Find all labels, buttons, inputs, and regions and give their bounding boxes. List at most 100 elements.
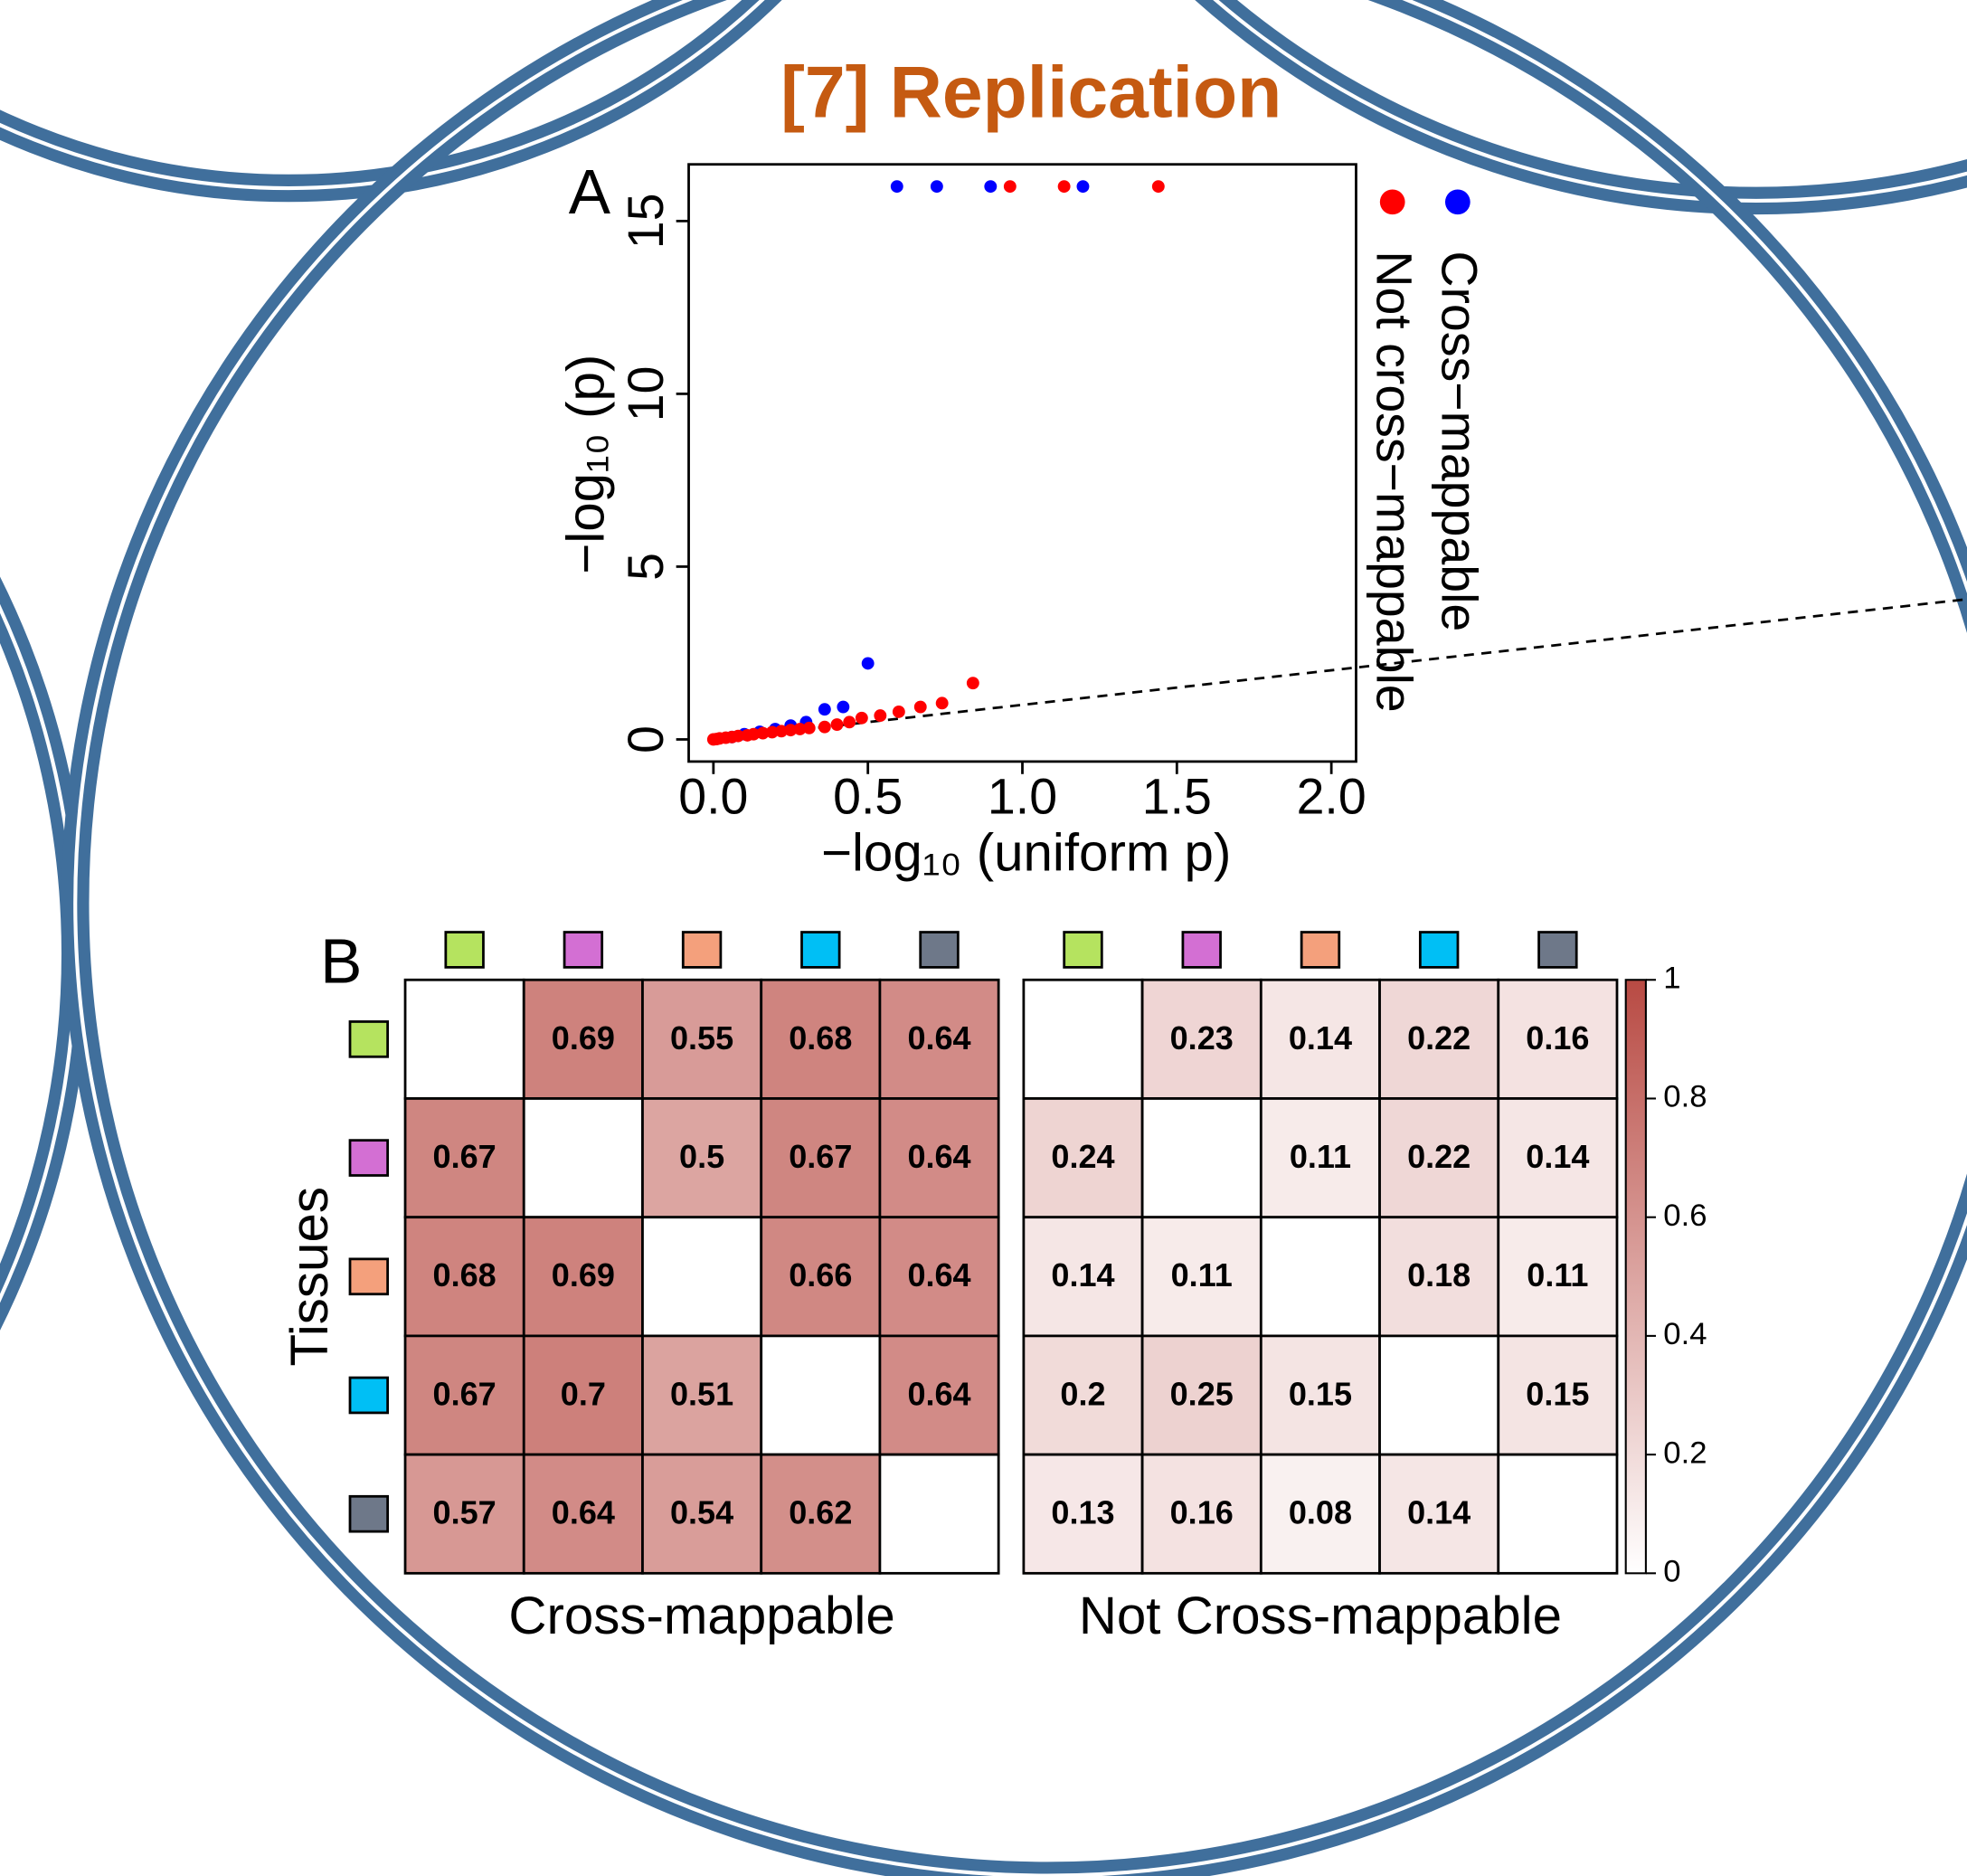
legend-label: Not cross−mappable [1366,251,1422,712]
heatmap-cell [1024,980,1142,1098]
tissue-swatch [446,933,484,968]
y-tick-label: 10 [618,366,674,422]
x-tick-label: 0.0 [678,769,748,825]
point [1152,180,1165,193]
cell-label: 0.7 [561,1375,606,1412]
x-tick-label: 1.5 [1142,769,1212,825]
point [914,701,927,714]
cell-label: 0.13 [1051,1494,1114,1531]
panel-label: B [320,925,362,996]
point [931,180,943,193]
page: {"title": "[7] Replication", "panels": [… [0,0,1967,1876]
point [1058,180,1071,193]
cell-label: 0.18 [1407,1256,1471,1293]
tissue-swatch [1301,933,1339,968]
point [831,718,844,731]
colorbar [1626,980,1646,1573]
legend-marker [1380,189,1405,214]
page-title: [7] Replication [780,52,1281,133]
colorbar-tick-label: 0.6 [1663,1199,1707,1233]
point [1077,180,1090,193]
heatmap-cell [405,980,524,1098]
cell-label: 0.64 [907,1375,970,1412]
tissue-swatch [1420,933,1458,968]
heatmap-cell [880,1454,998,1573]
cell-label: 0.15 [1289,1375,1352,1412]
cell-label: 0.16 [1170,1494,1234,1531]
point [874,709,886,722]
heatmap-cell [1142,1098,1261,1217]
x-axis-label: −log₁₀ (uniform p) [821,824,1231,883]
point [984,180,997,193]
heatmap-cell [1261,1218,1379,1336]
point [843,715,856,728]
cell-label: 0.69 [552,1256,615,1293]
tissue-swatch [350,1259,388,1294]
point [893,706,905,718]
panel-label: A [569,156,611,227]
point [891,180,903,193]
point [967,677,979,689]
heatmap-cell [761,1336,880,1454]
point [856,712,868,725]
cell-label: 0.64 [907,1256,970,1293]
y-axis-label: Tissues [280,1187,339,1367]
cell-label: 0.67 [433,1138,496,1175]
cell-label: 0.16 [1526,1019,1589,1056]
tissue-swatch [564,933,602,968]
y-axis-label: −log₁₀ (p) [556,355,615,574]
cell-label: 0.14 [1407,1494,1471,1531]
legend-marker [1445,189,1471,214]
heatmap-cell [642,1218,761,1336]
cell-label: 0.11 [1527,1256,1588,1293]
point [837,701,849,714]
cell-label: 0.08 [1289,1494,1352,1531]
y-tick-label: 5 [618,553,674,581]
point [818,703,831,715]
cell-label: 0.64 [907,1019,970,1056]
x-tick-label: 1.0 [988,769,1057,825]
x-tick-label: 2.0 [1297,769,1366,825]
cell-label: 0.11 [1290,1138,1351,1175]
cell-label: 0.14 [1051,1256,1114,1293]
cell-label: 0.64 [552,1494,615,1531]
tissue-swatch [1064,933,1102,968]
point [707,734,720,746]
heatmap-cell [524,1098,642,1217]
cell-label: 0.22 [1407,1138,1471,1175]
cell-label: 0.11 [1171,1256,1233,1293]
y-tick-label: 0 [618,725,674,753]
cell-label: 0.51 [670,1375,733,1412]
cell-label: 0.62 [789,1494,852,1531]
cell-label: 0.24 [1051,1138,1114,1175]
point [818,721,831,734]
cell-label: 0.54 [670,1494,733,1531]
x-tick-label: 0.5 [833,769,903,825]
point [936,696,949,709]
tissue-swatch [350,1496,388,1531]
y-tick-label: 15 [618,194,674,250]
point [862,657,875,669]
cell-label: 0.64 [907,1138,970,1175]
tissue-swatch [350,1378,388,1413]
cell-label: 0.14 [1526,1138,1589,1175]
cell-label: 0.66 [789,1256,852,1293]
cell-label: 0.2 [1060,1375,1105,1412]
cell-label: 0.55 [670,1019,733,1056]
cell-label: 0.15 [1526,1375,1589,1412]
plot-area [689,165,1357,762]
cell-label: 0.14 [1289,1019,1352,1056]
colorbar-tick-label: 0.2 [1663,1435,1707,1470]
tissue-swatch [350,1141,388,1176]
cell-label: 0.67 [433,1375,496,1412]
colorbar-tick-label: 0 [1663,1554,1680,1588]
x-axis-label: Cross-mappable [508,1587,894,1645]
tissue-swatch [802,933,840,968]
legend-label: Cross−mappable [1431,251,1487,631]
colorbar-tick-label: 0.8 [1663,1080,1707,1114]
cell-label: 0.68 [789,1019,852,1056]
cell-label: 0.23 [1170,1019,1234,1056]
cell-label: 0.69 [552,1019,615,1056]
cell-label: 0.68 [433,1256,496,1293]
tissue-swatch [921,933,959,968]
